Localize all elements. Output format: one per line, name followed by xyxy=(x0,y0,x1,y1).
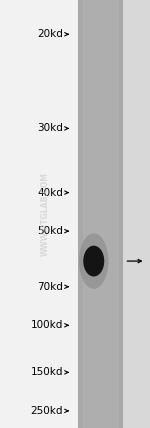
Text: 150kd: 150kd xyxy=(30,367,63,377)
Text: 40kd: 40kd xyxy=(37,187,63,198)
Ellipse shape xyxy=(83,246,104,276)
Text: 250kd: 250kd xyxy=(30,406,63,416)
Bar xyxy=(78,0,123,428)
Text: 20kd: 20kd xyxy=(37,29,63,39)
Text: 70kd: 70kd xyxy=(37,282,63,292)
Text: WWW.PTGLAB.COM: WWW.PTGLAB.COM xyxy=(40,172,50,256)
Bar xyxy=(82,0,118,428)
Text: 30kd: 30kd xyxy=(37,123,63,134)
Text: 100kd: 100kd xyxy=(31,320,63,330)
Bar xyxy=(0,0,78,428)
Bar xyxy=(123,0,150,428)
Ellipse shape xyxy=(79,233,108,289)
Text: 50kd: 50kd xyxy=(37,226,63,236)
